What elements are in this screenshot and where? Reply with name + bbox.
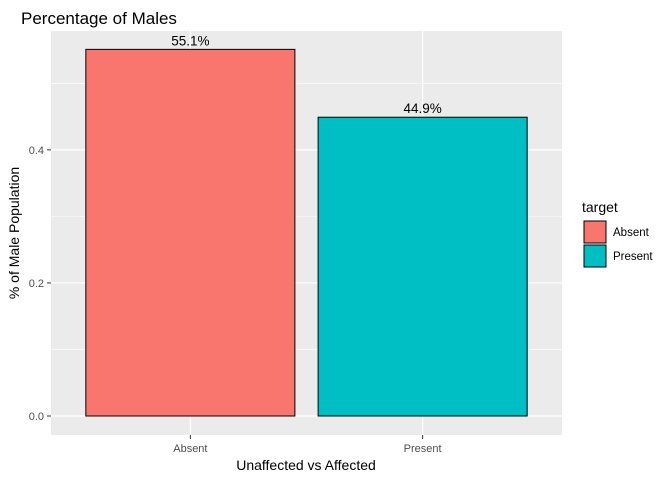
legend-label-present: Present [613,251,653,263]
legend-swatch-present [583,244,607,268]
y-tick-label: 0.0 [29,411,44,423]
x-axis: Absent Present [173,435,442,455]
legend-swatch-absent [583,220,607,244]
chart-title: Percentage of Males [21,9,177,28]
legend-label-absent: Absent [613,227,650,239]
x-tick-label-present: Present [404,443,442,455]
y-tick-label: 0.2 [29,278,44,290]
data-label-absent: 55.1% [171,33,209,48]
legend: target Absent Present [582,199,653,268]
y-axis: 0.0 0.2 0.4 [29,145,51,423]
data-label-present: 44.9% [403,101,441,116]
x-axis-title: Unaffected vs Affected [236,457,376,473]
bar-present [317,116,528,417]
bar-absent [85,48,296,417]
y-tick-label: 0.4 [29,145,44,157]
legend-title: target [582,199,618,215]
bars [85,48,528,417]
data-labels: 55.1% 44.9% [171,33,442,116]
x-tick-label-absent: Absent [173,443,207,455]
y-axis-title: % of Male Population [6,167,22,299]
